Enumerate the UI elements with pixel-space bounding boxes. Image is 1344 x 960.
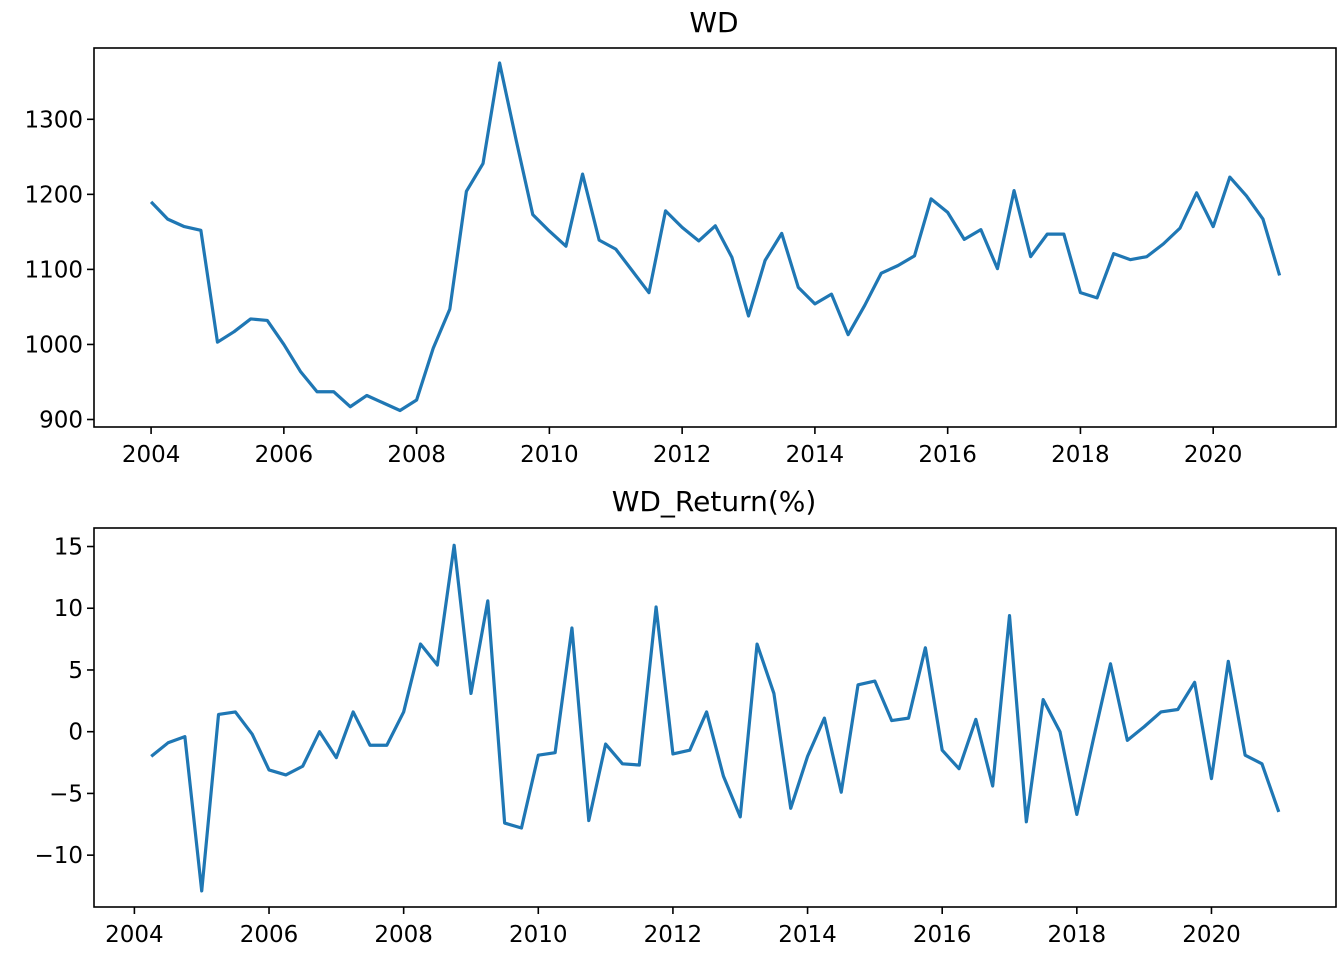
x-tick-label: 2018: [1051, 442, 1110, 468]
x-tick-label: 2016: [918, 442, 977, 468]
plot-frame: [93, 47, 1337, 428]
x-tick-label: 2018: [1048, 922, 1107, 948]
x-tick-label: 2008: [374, 922, 433, 948]
x-tick-label: 2006: [255, 442, 314, 468]
x-tick-label: 2012: [644, 922, 703, 948]
chart-panel-wd-return: WD_Return(%) −10 −5 0 5 10 15 2004 2006 2008 201…: [34, 485, 1337, 948]
y-tick-label: −10: [34, 843, 83, 869]
series-line-wd-return: [150, 543, 1281, 893]
plot-frame: [93, 527, 1337, 908]
series-line-wd: [149, 61, 1282, 413]
y-tick-label: 900: [39, 407, 83, 433]
y-tick-label: 1300: [24, 107, 83, 133]
x-tick-label: 2014: [778, 922, 837, 948]
chart-title: WD_Return(%): [612, 485, 817, 518]
x-tick-label: 2010: [509, 922, 568, 948]
y-tick-label: 0: [68, 720, 83, 746]
y-tick-label: 1000: [24, 332, 83, 358]
x-tick-label: 2020: [1184, 442, 1243, 468]
y-tick-label: 5: [68, 658, 83, 684]
x-tick-label: 2004: [122, 442, 181, 468]
y-tick-label: 10: [54, 596, 83, 622]
x-tick-label: 2016: [913, 922, 972, 948]
y-tick-label: 1200: [24, 182, 83, 208]
x-tick-label: 2012: [653, 442, 712, 468]
x-axis: 2004 2006 2008 2010 2012 2014 2016 2018 2020: [105, 907, 1241, 948]
chart-title: WD: [689, 6, 738, 39]
x-tick-label: 2014: [786, 442, 845, 468]
x-tick-label: 2004: [105, 922, 164, 948]
y-tick-label: 15: [54, 535, 83, 561]
x-tick-label: 2020: [1182, 922, 1241, 948]
x-tick-label: 2006: [240, 922, 299, 948]
y-tick-label: 1100: [24, 257, 83, 283]
x-axis: 2004 2006 2008 2010 2012 2014 2016 2018 2020: [122, 427, 1243, 468]
x-tick-label: 2008: [387, 442, 446, 468]
y-tick-label: −5: [49, 781, 83, 807]
x-tick-label: 2010: [520, 442, 579, 468]
y-axis: −10 −5 0 5 10 15: [34, 535, 94, 869]
y-axis: 900 1000 1100 1200 1300: [24, 107, 94, 433]
